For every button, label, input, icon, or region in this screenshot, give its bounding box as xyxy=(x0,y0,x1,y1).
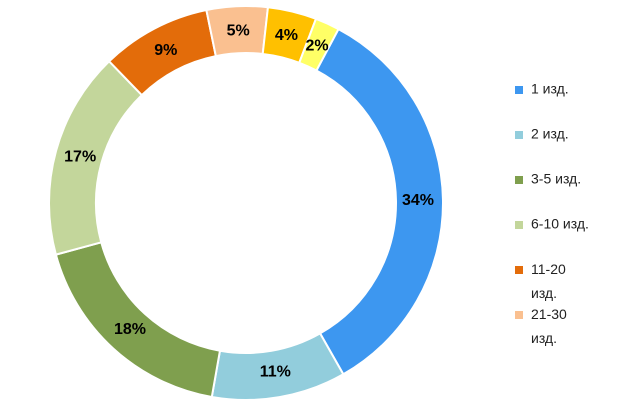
legend-label: 6-10 изд. xyxy=(531,216,589,232)
data-label: 9% xyxy=(154,42,177,59)
data-label: 18% xyxy=(114,321,146,338)
data-label: 4% xyxy=(275,27,298,44)
legend-label: 3-5 изд. xyxy=(531,171,581,187)
legend-swatch xyxy=(515,131,523,139)
data-label: 34% xyxy=(402,192,434,209)
data-label: 17% xyxy=(64,149,96,166)
data-label: 11% xyxy=(260,364,291,381)
doughnut-segment xyxy=(54,241,222,399)
legend-swatch xyxy=(515,86,523,94)
legend-label: 1 изд. xyxy=(531,81,569,97)
legend-swatch xyxy=(515,176,523,184)
legend-swatch xyxy=(515,266,523,274)
legend-label: 21-30 изд. xyxy=(531,306,567,346)
doughnut-segment xyxy=(297,17,340,72)
data-label: 5% xyxy=(227,22,250,39)
legend-label: 2 изд. xyxy=(531,126,569,142)
data-label: 2% xyxy=(305,38,328,55)
legend-label: 11-20 изд. xyxy=(531,261,566,301)
legend-swatch xyxy=(515,221,523,229)
legend-swatch xyxy=(515,311,523,319)
